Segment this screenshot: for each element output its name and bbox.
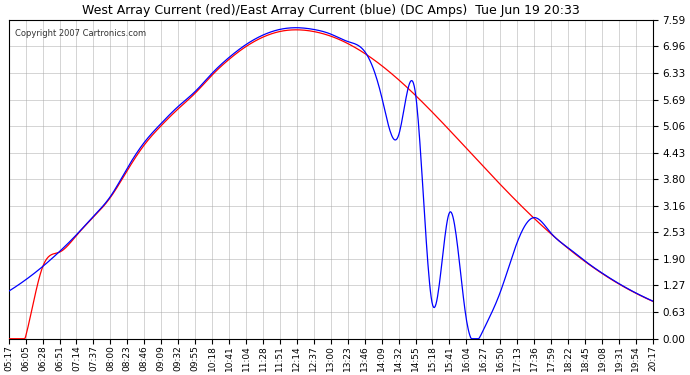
- Text: Copyright 2007 Cartronics.com: Copyright 2007 Cartronics.com: [15, 29, 146, 38]
- Title: West Array Current (red)/East Array Current (blue) (DC Amps)  Tue Jun 19 20:33: West Array Current (red)/East Array Curr…: [82, 4, 580, 17]
